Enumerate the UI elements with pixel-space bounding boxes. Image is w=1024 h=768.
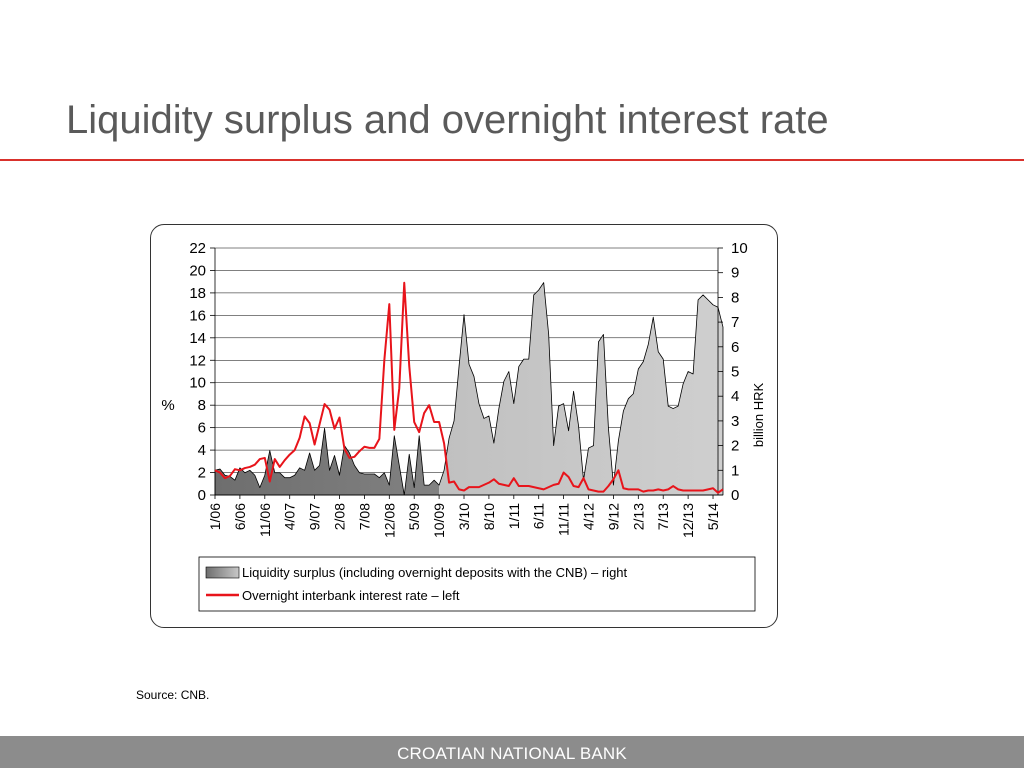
right-tick-label: 8 bbox=[731, 289, 739, 306]
left-tick-label: 0 bbox=[198, 487, 206, 504]
left-axis-label: % bbox=[161, 397, 174, 414]
legend-label-liquidity: Liquidity surplus (including overnight d… bbox=[242, 565, 628, 580]
chart-frame: 0 2 4 6 8 10 12 14 16 18 20 22 0 1 2 3 4 5 6 7 8 9 10 1/06 6/06 1… bbox=[150, 224, 778, 628]
x-tick-label: 9/07 bbox=[307, 503, 323, 530]
footer-bar: CROATIAN NATIONAL BANK bbox=[0, 736, 1024, 768]
left-tick-label: 20 bbox=[189, 262, 206, 279]
right-tick-label: 10 bbox=[731, 240, 748, 257]
x-tick-label: 9/12 bbox=[605, 503, 621, 530]
title-divider bbox=[0, 159, 1024, 161]
x-tick-label: 11/11 bbox=[556, 503, 572, 536]
x-tick-label: 1/11 bbox=[506, 503, 522, 529]
left-tick-label: 4 bbox=[198, 442, 206, 459]
x-tick-label: 5/09 bbox=[406, 503, 422, 530]
right-tick-label: 0 bbox=[731, 487, 739, 504]
left-tick-label: 18 bbox=[189, 285, 206, 302]
source-note: Source: CNB. bbox=[136, 688, 210, 702]
x-tick-label: 4/12 bbox=[581, 503, 597, 530]
x-tick-label: 12/13 bbox=[680, 503, 696, 538]
x-tick-label: 2/13 bbox=[630, 503, 646, 530]
x-tick-label: 7/13 bbox=[655, 503, 671, 530]
right-tick-label: 2 bbox=[731, 438, 739, 455]
left-tick-label: 12 bbox=[189, 352, 206, 369]
x-tick-label: 12/08 bbox=[381, 503, 397, 538]
right-axis-label: billion HRK bbox=[751, 383, 766, 448]
x-tick-label: 2/08 bbox=[332, 503, 348, 530]
right-tick-label: 7 bbox=[731, 314, 739, 331]
footer-institution-name: CROATIAN NATIONAL BANK bbox=[397, 744, 627, 763]
x-tick-label: 10/09 bbox=[431, 503, 447, 538]
legend-label-rate: Overnight interbank interest rate – left bbox=[242, 588, 460, 603]
right-tick-label: 6 bbox=[731, 339, 739, 356]
right-tick-label: 9 bbox=[731, 265, 739, 282]
x-tick-label: 6/06 bbox=[232, 503, 248, 530]
x-tick-label: 4/07 bbox=[282, 503, 298, 530]
liquidity-surplus-outline bbox=[214, 282, 724, 496]
legend-swatch-liquidity bbox=[205, 566, 240, 579]
x-tick-label: 1/06 bbox=[207, 503, 223, 530]
left-tick-label: 22 bbox=[189, 240, 206, 257]
x-tick-label: 8/10 bbox=[481, 503, 497, 530]
slide-title: Liquidity surplus and overnight interest… bbox=[66, 98, 829, 142]
left-tick-label: 16 bbox=[189, 307, 206, 324]
left-tick-label: 10 bbox=[189, 375, 206, 392]
left-tick-label: 8 bbox=[198, 397, 206, 414]
x-tick-label: 6/11 bbox=[531, 503, 547, 529]
x-tick-label: 11/06 bbox=[257, 503, 273, 537]
left-tick-label: 2 bbox=[198, 465, 206, 482]
x-tick-label: 7/08 bbox=[356, 503, 372, 530]
legend-box bbox=[198, 556, 756, 612]
right-tick-label: 5 bbox=[731, 364, 739, 381]
right-tick-label: 4 bbox=[731, 388, 739, 405]
left-tick-label: 6 bbox=[198, 420, 206, 437]
overnight-rate-line bbox=[214, 281, 724, 494]
x-tick-label: 5/14 bbox=[705, 503, 721, 530]
x-tick-label: 3/10 bbox=[456, 503, 472, 530]
liquidity-surplus-area-late bbox=[439, 282, 723, 495]
right-tick-label: 3 bbox=[731, 413, 739, 430]
left-tick-label: 14 bbox=[189, 330, 206, 347]
right-tick-label: 1 bbox=[731, 462, 739, 479]
